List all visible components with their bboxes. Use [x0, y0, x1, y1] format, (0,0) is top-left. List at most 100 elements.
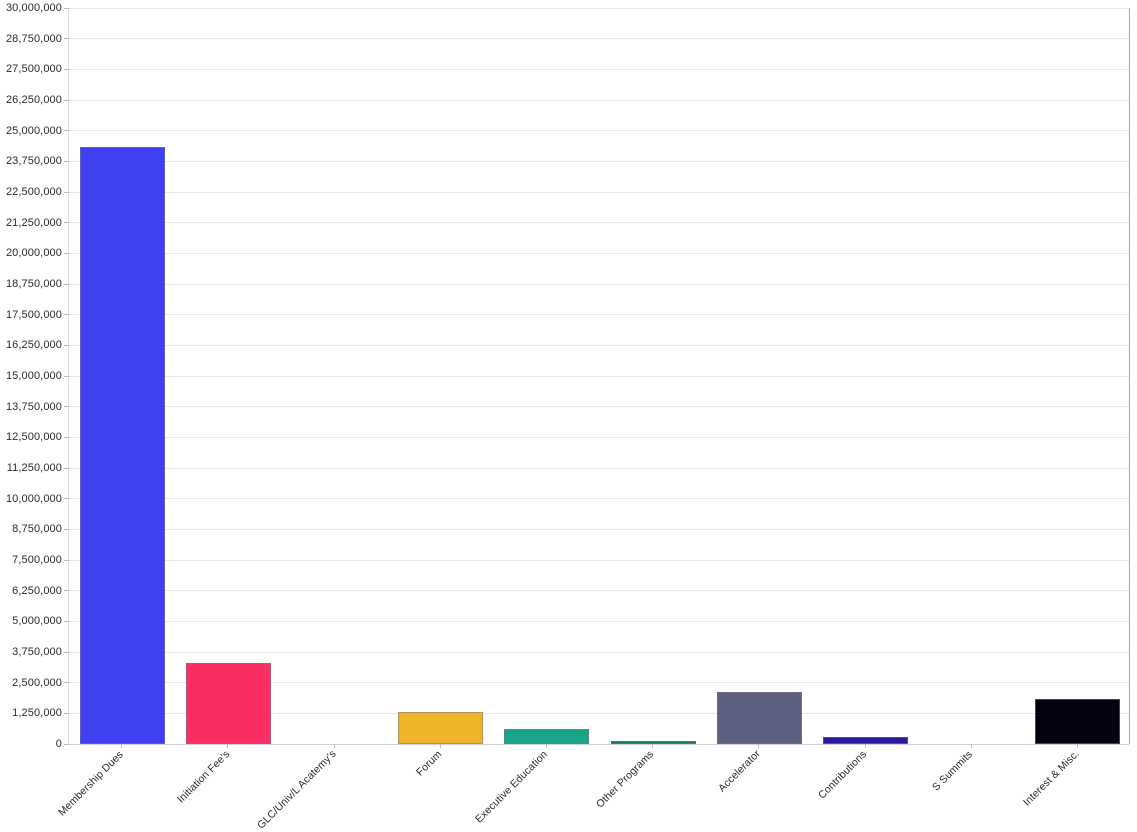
- y-axis-tick-label: 30,000,000: [5, 2, 62, 14]
- gridline: [69, 743, 1129, 745]
- y-axis-tick-label: 2,500,000: [12, 676, 62, 689]
- y-axis-tick-mark: [64, 712, 69, 714]
- x-axis-tick-label: Forum: [413, 748, 445, 779]
- bar[interactable]: [79, 146, 165, 744]
- bar[interactable]: [504, 728, 590, 744]
- y-axis-tick-mark: [64, 314, 69, 316]
- x-axis-tick-label: Executive Education: [473, 747, 551, 826]
- gridline: [69, 651, 1129, 653]
- y-axis-tick-label: 18,750,000: [5, 278, 62, 290]
- gridline: [69, 467, 1129, 469]
- x-axis-tick-mark: [864, 744, 866, 748]
- y-axis-tick-mark: [64, 559, 69, 561]
- bar[interactable]: [823, 736, 908, 744]
- x-axis-tick-mark: [333, 744, 335, 748]
- x-axis-tick-mark: [970, 744, 972, 748]
- y-axis-tick-label: 1,250,000: [12, 707, 62, 720]
- gridline: [69, 682, 1129, 684]
- y-axis-tick-label: 28,750,000: [5, 32, 62, 45]
- gridline: [69, 68, 1129, 70]
- y-axis-tick-mark: [64, 682, 69, 684]
- gridline: [69, 620, 1129, 622]
- y-axis-tick-mark: [64, 160, 69, 162]
- gridline: [69, 590, 1129, 592]
- bar[interactable]: [716, 692, 802, 744]
- gridline: [69, 7, 1129, 9]
- plot-area: [64, 7, 1130, 745]
- gridline: [69, 38, 1129, 40]
- y-axis-tick-mark: [64, 130, 69, 132]
- x-axis-tick-label: Other Programs: [594, 747, 657, 811]
- y-axis-tick-mark: [64, 590, 69, 592]
- y-axis-tick-label: 8,750,000: [12, 523, 62, 536]
- gridline: [69, 406, 1129, 408]
- gridline: [69, 528, 1129, 530]
- y-axis-tick-mark: [64, 467, 69, 469]
- gridline: [69, 160, 1129, 162]
- bar[interactable]: [185, 663, 271, 744]
- y-axis-tick-label: 6,250,000: [12, 584, 62, 597]
- gridline: [69, 314, 1129, 316]
- y-axis-tick-mark: [64, 651, 69, 653]
- x-axis-tick-label: Initiation Fee's: [174, 748, 232, 806]
- gridline: [69, 252, 1129, 254]
- y-axis-tick-mark: [64, 528, 69, 530]
- x-axis-tick-label: Interest & Misc.: [1020, 748, 1082, 809]
- y-axis-tick-label: 26,250,000: [5, 94, 62, 106]
- y-axis-tick-label: 5,000,000: [12, 615, 62, 628]
- y-axis-tick-label: 23,750,000: [5, 155, 62, 168]
- x-axis-tick-mark: [652, 744, 654, 748]
- y-axis-tick-label: 11,250,000: [6, 462, 62, 474]
- x-axis-tick-mark: [439, 744, 441, 748]
- y-axis-tick-label: 13,750,000: [5, 400, 62, 413]
- y-axis-tick-mark: [64, 7, 69, 9]
- gridline: [69, 344, 1129, 346]
- y-axis-tick-mark: [64, 375, 69, 377]
- y-axis-tick-mark: [64, 99, 69, 101]
- gridline: [69, 375, 1129, 377]
- y-axis-tick-label: 0: [55, 738, 62, 750]
- x-axis-tick-label: Contributions: [815, 747, 870, 802]
- gridline: [69, 559, 1129, 561]
- y-axis-tick-mark: [64, 252, 69, 254]
- gridline: [69, 498, 1129, 500]
- x-axis-tick-label: GLC/Univ/L Acatemy's: [254, 747, 339, 832]
- gridline: [69, 283, 1129, 285]
- y-axis-tick-label: 15,000,000: [5, 370, 62, 382]
- x-axis-tick-mark: [121, 744, 123, 748]
- y-axis-tick-label: 7,500,000: [12, 554, 62, 566]
- bar[interactable]: [1035, 698, 1121, 744]
- x-axis-tick-mark: [227, 744, 229, 748]
- plot-inner: [64, 7, 1129, 745]
- y-axis-tick-mark: [64, 498, 69, 500]
- y-axis-tick-label: 22,500,000: [5, 186, 62, 198]
- y-axis-tick-mark: [64, 620, 69, 622]
- y-axis-tick-mark: [64, 68, 69, 70]
- y-axis-tick-label: 25,000,000: [5, 124, 62, 137]
- x-axis-tick-label: Accelerator: [716, 747, 763, 795]
- y-axis-tick-label: 12,500,000: [5, 431, 62, 444]
- y-axis-tick-mark: [64, 283, 69, 285]
- y-axis-tick-mark: [64, 222, 69, 224]
- bar[interactable]: [610, 740, 696, 744]
- y-axis-tick-label: 17,500,000: [5, 308, 62, 321]
- gridline: [69, 222, 1129, 224]
- y-axis-tick-mark: [64, 38, 69, 40]
- gridline: [69, 712, 1129, 714]
- y-axis-tick-mark: [64, 191, 69, 193]
- gridline: [69, 130, 1129, 132]
- x-axis-tick-label: Membership Dues: [55, 748, 126, 819]
- x-axis-tick-mark: [758, 744, 760, 748]
- y-axis-tick-label: 16,250,000: [5, 339, 62, 352]
- y-axis-tick-mark: [64, 436, 69, 438]
- y-axis-tick-label: 3,750,000: [12, 646, 62, 658]
- y-axis-tick-label: 27,500,000: [5, 63, 62, 76]
- y-axis-tick-mark: [64, 406, 69, 408]
- y-axis-tick-mark: [64, 743, 69, 745]
- gridline: [69, 99, 1129, 101]
- x-axis-tick-mark: [1076, 744, 1078, 748]
- bar[interactable]: [398, 712, 484, 744]
- x-axis-tick-label: S Summits: [929, 748, 975, 794]
- y-axis-tick-label: 10,000,000: [5, 492, 62, 505]
